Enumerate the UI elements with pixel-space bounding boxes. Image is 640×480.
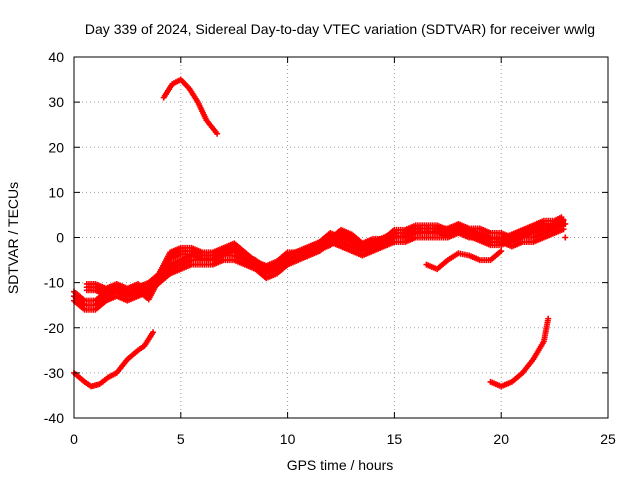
data-point (214, 130, 221, 137)
series-arc-19-22h (487, 315, 552, 390)
series-point-23h (562, 234, 569, 241)
data-point (498, 248, 505, 255)
series-upper-band (83, 214, 567, 303)
data-layer (71, 76, 569, 390)
y-tick-label: -40 (44, 410, 64, 426)
series-arc-0-4h (71, 329, 157, 390)
x-tick-label: 0 (70, 431, 78, 447)
x-tick-label: 10 (280, 431, 296, 447)
y-axis-label: SDTVAR / TECUs (5, 182, 21, 294)
x-tick-label: 20 (493, 431, 509, 447)
y-tick-label: 10 (48, 184, 64, 200)
data-point (560, 216, 567, 223)
y-tick-label: -20 (44, 320, 64, 336)
x-axis-label: GPS time / hours (287, 457, 394, 473)
x-tick-label: 5 (177, 431, 185, 447)
x-tick-label: 15 (387, 431, 403, 447)
series-arc-5h (160, 76, 221, 137)
data-point (150, 329, 157, 336)
x-tick-label: 25 (600, 431, 616, 447)
y-tick-label: -10 (44, 275, 64, 291)
y-tick-label: -30 (44, 365, 64, 381)
y-tick-label: 40 (48, 49, 64, 65)
tick-layer: 0 5 10 15 20 25 -40 -30 -20 -10 0 10 20 30 40 (44, 49, 616, 447)
data-point (562, 234, 569, 241)
data-point (545, 315, 552, 322)
y-tick-label: 20 (48, 139, 64, 155)
y-tick-label: 0 (56, 230, 64, 246)
y-tick-label: 30 (48, 94, 64, 110)
series-arc-16-20h (423, 248, 505, 273)
chart-title: Day 339 of 2024, Sidereal Day-to-day VTE… (85, 21, 595, 37)
